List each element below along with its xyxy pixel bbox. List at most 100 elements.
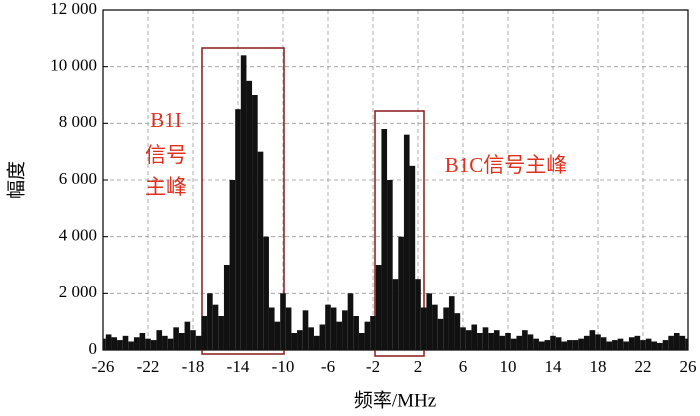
x-tick-label: 26 <box>680 357 697 376</box>
y-axis-label: 幅度 <box>5 161 27 199</box>
spectrum-bar <box>297 330 303 350</box>
spectrum-bar <box>240 55 247 350</box>
spectrum-bar <box>285 307 292 350</box>
y-tick-label: 12 000 <box>50 0 97 18</box>
spectrum-bar <box>668 335 674 350</box>
x-tick-label: 10 <box>500 357 517 376</box>
spectrum-bar <box>426 293 433 350</box>
spectrum-bar <box>156 330 163 350</box>
spectrum-bar <box>381 129 388 350</box>
spectrum-bar <box>420 307 427 350</box>
spectrum-bar <box>145 338 151 350</box>
annotation: B1C信号主峰 <box>445 153 568 177</box>
highlight-box <box>374 110 425 357</box>
spectrum-bar <box>454 313 461 350</box>
spectrum-bar <box>679 335 686 350</box>
spectrum-bar <box>640 340 646 350</box>
spectrum-bar <box>499 335 506 350</box>
x-tick-label: 6 <box>459 357 468 376</box>
spectrum-bar <box>229 180 236 350</box>
spectrum-bar <box>358 333 365 350</box>
spectrum-bar <box>595 334 601 350</box>
spectrum-bar <box>527 334 534 350</box>
spectrum-bar <box>606 341 613 350</box>
x-tick-label: -18 <box>182 357 205 376</box>
spectrum-bar <box>263 236 269 350</box>
spectrum-bar <box>111 337 118 350</box>
spectrum-bar <box>128 341 134 350</box>
spectrum-bar <box>645 338 652 350</box>
y-tick-label: 6 000 <box>59 169 97 188</box>
spectrum-bar <box>308 327 314 350</box>
spectrum-bar <box>218 316 224 350</box>
x-tick-label: -6 <box>321 357 335 376</box>
spectrum-bar <box>685 338 688 350</box>
x-tick-label: -2 <box>366 357 380 376</box>
spectrum-bar <box>561 341 568 350</box>
spectrum-bar <box>207 293 213 350</box>
x-tick-label: 2 <box>414 357 423 376</box>
spectrum-bar <box>482 327 489 350</box>
spectrum-bar <box>623 341 629 350</box>
spectrum-bar <box>387 180 393 350</box>
y-tick-label: 2 000 <box>59 282 97 301</box>
y-tick-label: 10 000 <box>50 56 97 75</box>
spectrum-bar <box>555 337 562 350</box>
spectrum-bar <box>522 330 528 350</box>
spectrum-bar <box>291 333 298 350</box>
spectrum-bar <box>443 307 449 350</box>
annotation: 主峰 <box>145 175 187 199</box>
spectrum-bar <box>162 335 168 350</box>
spectrum-bar <box>488 333 494 350</box>
spectrum-bar <box>280 293 286 350</box>
spectrum-bar <box>510 338 517 350</box>
spectrum-bar <box>117 340 123 350</box>
spectrum-bar <box>673 333 680 350</box>
spectrum-bar <box>342 310 348 350</box>
spectrum-bar <box>612 340 618 350</box>
spectrum-bar <box>167 338 174 350</box>
spectrum-bar <box>370 316 376 350</box>
spectrum-bar <box>651 341 658 350</box>
spectrum-bar <box>538 341 545 350</box>
spectrum-bar <box>313 335 320 350</box>
spectrum-bar <box>437 318 444 350</box>
spectrum-bar <box>533 338 539 350</box>
spectrum-bar <box>375 265 382 350</box>
spectrum-bar <box>223 265 230 350</box>
spectrum-bar <box>578 338 584 350</box>
spectrum-bar <box>353 316 359 350</box>
x-tick-label: -26 <box>92 357 115 376</box>
x-tick-label: -22 <box>137 357 160 376</box>
spectrum-bar <box>589 330 596 350</box>
spectrum-bar <box>122 335 129 350</box>
spectrum-bar <box>505 333 511 350</box>
spectrum-bar <box>415 279 421 350</box>
spectrum-bar <box>257 151 264 350</box>
spectrum-bar <box>572 340 579 350</box>
spectrum-bar <box>139 333 146 350</box>
spectrum-bar <box>600 337 607 350</box>
spectrum-bar <box>657 342 663 350</box>
spectrum-bar <box>567 340 573 350</box>
spectrum-bar <box>516 335 523 350</box>
x-tick-label: -14 <box>227 357 250 376</box>
spectrum-bar <box>364 321 371 350</box>
spectrum-bar <box>477 333 483 350</box>
spectrum-bar <box>190 330 196 350</box>
spectrum-bar <box>195 335 202 350</box>
spectrum-bar <box>274 321 281 350</box>
spectrum-bar <box>252 95 258 350</box>
spectrum-bar <box>325 304 331 350</box>
spectrum-bar <box>336 321 343 350</box>
spectrum-bar <box>432 304 438 350</box>
spectrum-bar <box>302 310 309 350</box>
spectrum-bar <box>212 304 219 350</box>
spectrum-bar <box>628 337 635 350</box>
spectrum-bar <box>544 340 551 350</box>
spectrum-bar <box>201 316 208 350</box>
annotation: 信号 <box>145 143 187 167</box>
spectrum-bar <box>133 337 140 350</box>
y-tick-label: 0 <box>89 339 98 358</box>
spectrum-bar <box>246 80 253 350</box>
